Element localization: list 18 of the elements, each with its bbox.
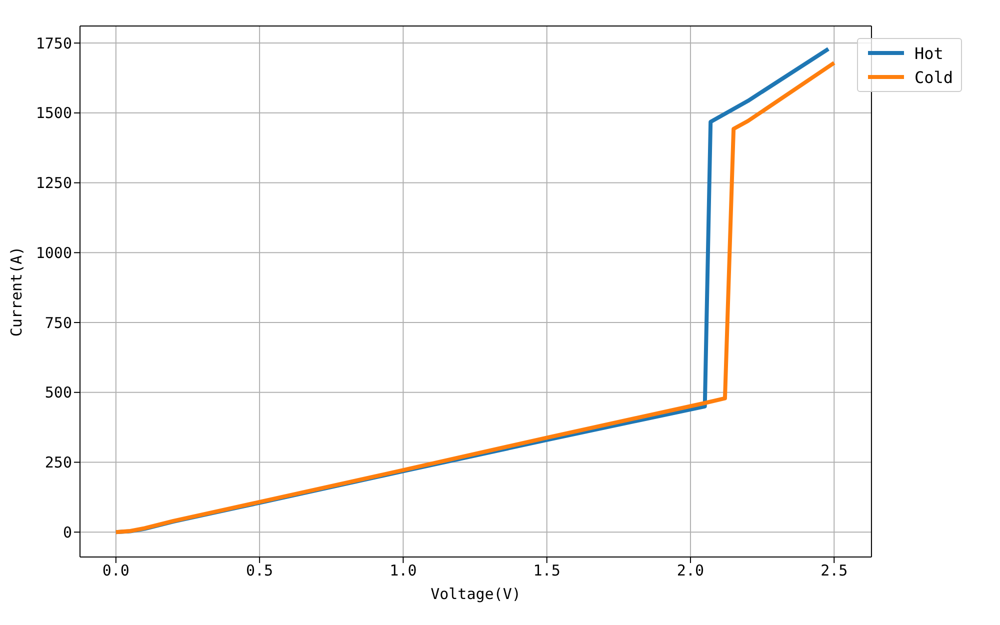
x-tick-label: 0.5 <box>246 562 274 580</box>
x-axis-title: Voltage(V) <box>430 585 521 603</box>
legend-label: Hot <box>914 44 944 62</box>
y-tick-label: 1250 <box>36 174 72 192</box>
y-axis-title: Current(A) <box>7 246 26 337</box>
y-tick-label: 250 <box>44 454 72 472</box>
x-tick-label: 2.0 <box>676 562 704 580</box>
x-tick-label: 1.0 <box>390 562 417 580</box>
y-tick-label: 0 <box>62 523 72 542</box>
x-tick-label: 0.0 <box>102 562 130 580</box>
legend-label: Cold <box>914 68 953 86</box>
y-tick-label: 500 <box>44 384 72 402</box>
y-tick-label: 750 <box>44 314 72 332</box>
x-tick-label: 1.5 <box>533 562 560 580</box>
y-tick-label: 1500 <box>36 104 72 122</box>
x-tick-label: 2.5 <box>820 562 848 580</box>
y-tick-label: 1000 <box>36 244 72 262</box>
y-tick-label: 1750 <box>36 34 72 52</box>
